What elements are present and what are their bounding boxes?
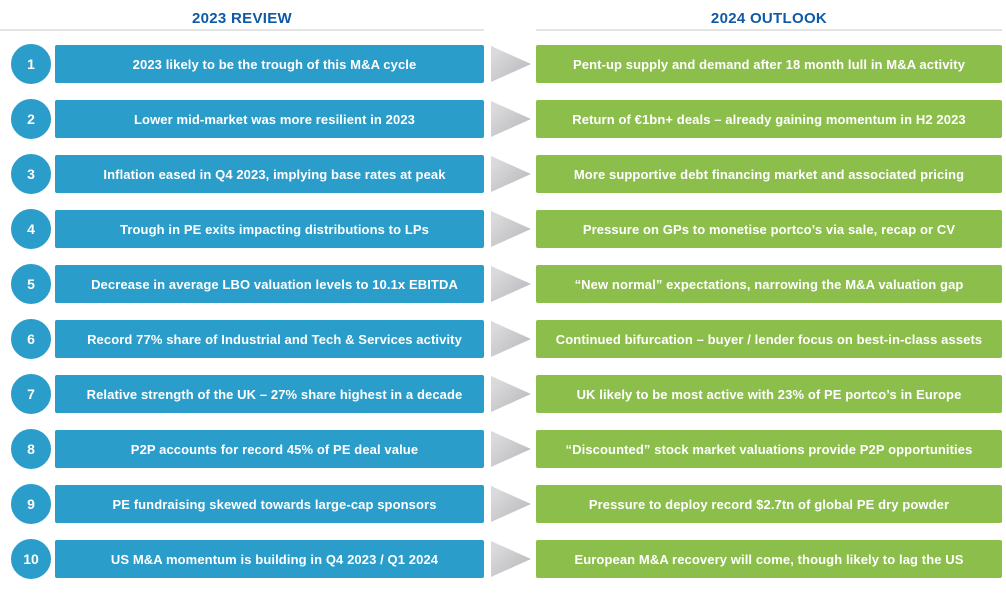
outlook-item-bar: UK likely to be most active with 23% of … [536,375,1002,413]
comparison-row: 9 PE fundraising skewed towards large-ca… [0,482,1006,526]
review-item-bar: 2023 likely to be the trough of this M&A… [55,45,484,83]
review-item-bar: US M&A momentum is building in Q4 2023 /… [55,540,484,578]
comparison-row: 5 Decrease in average LBO valuation leve… [0,262,1006,306]
column-title-2024-outlook: 2024 OUTLOOK [710,10,828,27]
arrow-right-icon [491,431,531,467]
comparison-row: 2 Lower mid-market was more resilient in… [0,97,1006,141]
column-title-2023-review: 2023 REVIEW [191,10,292,27]
row-number-badge: 8 [9,427,53,471]
row-number-badge: 3 [9,152,53,196]
row-number-badge: 9 [9,482,53,526]
arrow-right-icon [491,156,531,192]
arrow-right-icon [491,321,531,357]
comparison-row: 10 US M&A momentum is building in Q4 202… [0,537,1006,581]
review-item-bar: Relative strength of the UK – 27% share … [55,375,484,413]
review-item-bar: PE fundraising skewed towards large-cap … [55,485,484,523]
right-header-underline [536,29,1002,31]
row-number-badge: 6 [9,317,53,361]
arrow-right-icon [491,541,531,577]
comparison-row: 1 2023 likely to be the trough of this M… [0,42,1006,86]
outlook-item-bar: Pressure to deploy record $2.7tn of glob… [536,485,1002,523]
row-number-badge: 5 [9,262,53,306]
arrow-right-icon [491,46,531,82]
outlook-item-bar: Pent-up supply and demand after 18 month… [536,45,1002,83]
review-item-bar: Inflation eased in Q4 2023, implying bas… [55,155,484,193]
comparison-row: 6 Record 77% share of Industrial and Tec… [0,317,1006,361]
outlook-item-bar: More supportive debt financing market an… [536,155,1002,193]
outlook-item-bar: Pressure on GPs to monetise portco’s via… [536,210,1002,248]
outlook-item-bar: “Discounted” stock market valuations pro… [536,430,1002,468]
arrow-right-icon [491,266,531,302]
outlook-item-bar: “New normal” expectations, narrowing the… [536,265,1002,303]
left-header-underline [0,29,484,31]
arrow-right-icon [491,376,531,412]
arrow-right-icon [491,211,531,247]
outlook-item-bar: Return of €1bn+ deals – already gaining … [536,100,1002,138]
row-number-badge: 4 [9,207,53,251]
review-item-bar: Lower mid-market was more resilient in 2… [55,100,484,138]
comparison-row: 4 Trough in PE exits impacting distribut… [0,207,1006,251]
row-number-badge: 2 [9,97,53,141]
row-number-badge: 7 [9,372,53,416]
row-number-badge: 10 [9,537,53,581]
comparison-row: 7 Relative strength of the UK – 27% shar… [0,372,1006,416]
arrow-right-icon [491,101,531,137]
review-item-bar: Record 77% share of Industrial and Tech … [55,320,484,358]
review-item-bar: P2P accounts for record 45% of PE deal v… [55,430,484,468]
arrow-right-icon [491,486,531,522]
review-item-bar: Trough in PE exits impacting distributio… [55,210,484,248]
comparison-row: 8 P2P accounts for record 45% of PE deal… [0,427,1006,471]
outlook-item-bar: Continued bifurcation – buyer / lender f… [536,320,1002,358]
review-item-bar: Decrease in average LBO valuation levels… [55,265,484,303]
comparison-row: 3 Inflation eased in Q4 2023, implying b… [0,152,1006,196]
outlook-item-bar: European M&A recovery will come, though … [536,540,1002,578]
rows: 1 2023 likely to be the trough of this M… [0,42,1006,581]
row-number-badge: 1 [9,42,53,86]
